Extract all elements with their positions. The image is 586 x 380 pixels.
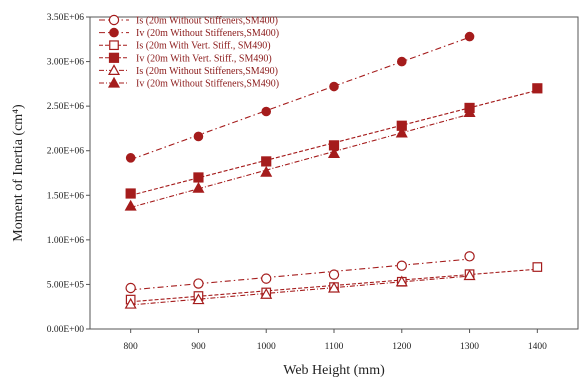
data-point: [260, 165, 273, 177]
data-point: [124, 199, 137, 211]
series-layer: [124, 31, 543, 309]
data-point: [193, 278, 204, 289]
y-axis-label: Moment of Inertia (cm⁴): [11, 104, 26, 242]
data-point: [464, 31, 475, 42]
x-tick-label: 1400: [528, 342, 547, 352]
data-point: [261, 273, 272, 284]
trend-line: [130, 36, 470, 161]
y-tick-label: 3.50E+06: [47, 13, 85, 23]
x-tick-label: 800: [124, 342, 139, 352]
x-tick-label: 900: [191, 342, 206, 352]
y-axis-ticks: 0.00E+00 5.00E+05 1.00E+06 1.50E+06 2.00E+06…: [47, 13, 90, 335]
x-tick-label: 1200: [392, 342, 411, 352]
trend-line: [130, 258, 470, 291]
legend-item: Iv (20m Without Stiffeners,SM490): [99, 76, 279, 90]
legend-item: Is (20m Without Stiffeners,SM400): [99, 14, 278, 27]
data-point: [327, 147, 341, 158]
y-tick-label: 0.00E+00: [47, 325, 85, 335]
x-axis-label: Web Height (mm): [283, 363, 385, 378]
data-point: [192, 181, 205, 193]
series: [124, 269, 476, 309]
legend-label: Iv (20m Without Stiffeners,SM400): [136, 28, 279, 39]
legend-item: Iv (20m Without Stiffeners,SM400): [99, 27, 279, 39]
data-point: [396, 260, 407, 271]
y-tick-label: 3.00E+06: [47, 58, 85, 68]
x-tick-label: 1000: [257, 342, 276, 352]
trend-line: [130, 275, 470, 306]
trend-line: [130, 113, 470, 208]
y-tick-label: 2.50E+06: [47, 102, 85, 112]
data-point: [107, 64, 121, 76]
series: [125, 251, 475, 294]
data-point: [329, 81, 339, 92]
data-point: [125, 188, 136, 199]
data-point: [327, 281, 341, 293]
y-tick-label: 1.00E+06: [47, 236, 85, 246]
series: [125, 83, 543, 199]
data-point: [261, 106, 272, 117]
data-point: [395, 126, 408, 138]
data-point: [328, 269, 340, 280]
data-point: [109, 27, 119, 38]
legend-label: Is (20m With Vert. Stiff., SM490): [136, 41, 271, 52]
data-point: [395, 275, 408, 287]
data-point: [125, 282, 136, 294]
x-tick-label: 1100: [325, 342, 344, 352]
legend-item: Iv (20m With Vert. Stiff., SM490): [99, 52, 272, 64]
data-point: [109, 40, 119, 51]
data-point: [260, 287, 273, 299]
data-point: [193, 131, 204, 142]
x-tick-label: 1300: [460, 342, 479, 352]
x-axis-ticks: 800 900 1000 1100 1200 1300 1400: [124, 329, 547, 352]
data-point: [108, 14, 120, 26]
data-point: [261, 156, 272, 167]
data-point: [464, 251, 475, 262]
data-point: [125, 153, 136, 163]
y-tick-label: 2.00E+06: [47, 147, 85, 157]
data-point: [396, 56, 407, 67]
data-point: [108, 52, 120, 63]
legend-item: Is (20m With Vert. Stiff., SM490): [99, 40, 271, 52]
data-point: [192, 293, 205, 305]
legend-label: Is (20m Without Stiffeners,SM400): [136, 16, 278, 27]
data-point: [532, 262, 543, 272]
data-point: [107, 76, 121, 88]
legend-label: Iv (20m With Vert. Stiff., SM490): [136, 53, 272, 64]
series: [124, 106, 476, 211]
legend-label: Is (20m Without Stiffeners,SM490): [136, 66, 278, 77]
y-tick-label: 1.50E+06: [47, 191, 85, 201]
legend-label: Iv (20m Without Stiffeners,SM490): [136, 79, 279, 90]
legend: Is (20m Without Stiffeners,SM400)Iv (20m…: [99, 14, 279, 90]
data-point: [463, 106, 476, 117]
data-point: [463, 269, 476, 281]
series: [125, 31, 475, 163]
data-point: [193, 172, 204, 183]
legend-item: Is (20m Without Stiffeners,SM490): [99, 64, 278, 77]
y-tick-label: 5.00E+05: [47, 280, 85, 290]
data-point: [124, 297, 137, 309]
data-point: [532, 83, 543, 94]
